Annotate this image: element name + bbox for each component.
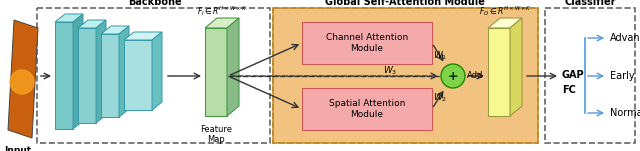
Bar — [78, 28, 96, 123]
Text: +: + — [448, 69, 458, 82]
Bar — [124, 40, 152, 110]
Text: $F_O\in R^{H\times W\times K}$: $F_O\in R^{H\times W\times K}$ — [479, 4, 531, 18]
Bar — [273, 8, 538, 143]
Text: Global Self-Attention Module: Global Self-Attention Module — [325, 0, 485, 7]
Bar — [488, 28, 510, 116]
Circle shape — [10, 70, 34, 94]
Bar — [545, 8, 635, 143]
Text: Feature
Map: Feature Map — [200, 125, 232, 144]
Text: Channel Attention
Module: Channel Attention Module — [326, 33, 408, 53]
Circle shape — [441, 64, 465, 88]
Text: Advanced: Advanced — [610, 33, 640, 43]
Polygon shape — [124, 32, 162, 40]
Text: Backbone: Backbone — [128, 0, 182, 7]
Polygon shape — [73, 14, 83, 129]
Polygon shape — [227, 18, 239, 116]
Bar — [205, 28, 227, 116]
Bar — [302, 88, 432, 130]
Text: $F_I\in R^{H\times W\times K}$: $F_I\in R^{H\times W\times K}$ — [197, 4, 247, 18]
Text: GAP: GAP — [562, 70, 584, 80]
Polygon shape — [205, 18, 239, 28]
Text: $W_1$: $W_1$ — [433, 50, 447, 62]
Bar — [273, 8, 538, 143]
Polygon shape — [78, 20, 106, 28]
Text: Spatial Attention
Module: Spatial Attention Module — [329, 99, 405, 119]
Polygon shape — [488, 18, 522, 28]
Text: Add: Add — [467, 72, 483, 80]
Polygon shape — [96, 20, 106, 123]
Bar — [55, 22, 73, 129]
Bar — [302, 22, 432, 64]
Polygon shape — [55, 14, 83, 22]
Text: Normal: Normal — [610, 108, 640, 118]
Text: FC: FC — [562, 85, 576, 95]
Text: Classifier: Classifier — [564, 0, 616, 7]
Text: $W_3$: $W_3$ — [383, 65, 397, 77]
Text: Input: Input — [4, 146, 31, 151]
Polygon shape — [510, 18, 522, 116]
Text: $W_2$: $W_2$ — [433, 92, 447, 104]
Polygon shape — [119, 26, 129, 117]
Polygon shape — [101, 26, 129, 34]
Bar — [101, 34, 119, 117]
Text: Early: Early — [610, 71, 635, 81]
Polygon shape — [152, 32, 162, 110]
Polygon shape — [8, 20, 38, 138]
Bar — [37, 8, 270, 143]
